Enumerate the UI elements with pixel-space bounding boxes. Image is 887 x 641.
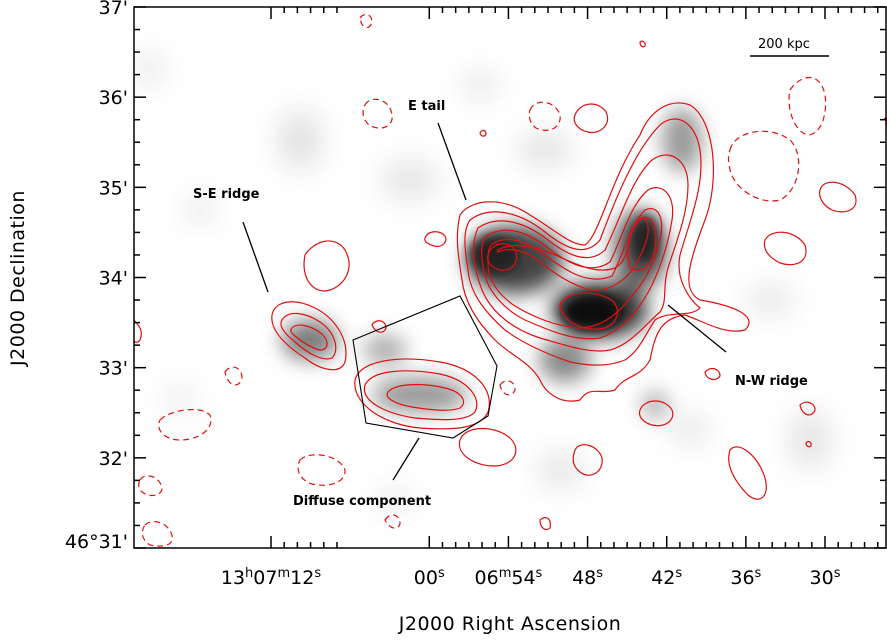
y-tick-label: 35' bbox=[99, 177, 128, 199]
contour-core-center bbox=[559, 292, 618, 330]
contour-core-et bbox=[487, 243, 518, 271]
y-tick-label: 37' bbox=[99, 0, 128, 19]
x-tick-label: 42s bbox=[651, 566, 682, 589]
contour-island-13 bbox=[805, 440, 812, 448]
y-axis-title: J2000 Declination bbox=[7, 190, 29, 367]
contour-overlay bbox=[134, 13, 887, 547]
contour-island-12 bbox=[639, 40, 646, 48]
x-tick-label: 36s bbox=[730, 566, 761, 589]
neg-contour-7 bbox=[297, 454, 346, 486]
neg-contour-11 bbox=[499, 380, 516, 396]
neg-contour-8 bbox=[138, 475, 163, 497]
scale-bar: 200 kpc bbox=[750, 37, 829, 57]
diffuse-component-region bbox=[352, 295, 498, 439]
neg-contour-5 bbox=[158, 408, 212, 441]
pointer-se-ridge bbox=[242, 221, 269, 293]
pointer-nw-ridge bbox=[667, 304, 727, 353]
contour-dc-2 bbox=[363, 370, 478, 421]
x-tick-label: 30s bbox=[810, 566, 841, 589]
contour-island-4 bbox=[638, 400, 674, 427]
annotation-diffuse-component: Diffuse component bbox=[293, 494, 431, 509]
contour-main-3 bbox=[473, 154, 689, 352]
contour-island-10 bbox=[539, 517, 551, 531]
contour-dc-3 bbox=[386, 383, 465, 411]
x-tick-label: 00s bbox=[414, 566, 445, 589]
neg-contour-2 bbox=[528, 101, 561, 131]
x-tick-label: 06m54s bbox=[475, 566, 543, 589]
x-axis-title: J2000 Right Ascension bbox=[398, 613, 622, 635]
annotation-e-tail: E tail bbox=[408, 99, 445, 114]
x-axis: 13h07m12s 00s 06m54s 48s 42s 36s 30s bbox=[221, 7, 879, 589]
contour-se-3 bbox=[290, 324, 328, 351]
contour-main-5 bbox=[487, 208, 663, 329]
contour-island-14 bbox=[479, 129, 487, 137]
x-tick-label: 48s bbox=[572, 566, 603, 589]
contour-island-5 bbox=[572, 444, 603, 476]
y-tick-label: 46°31' bbox=[65, 531, 128, 553]
contour-dc-4 bbox=[458, 427, 517, 467]
scale-bar-label: 200 kpc bbox=[758, 37, 810, 52]
contour-se-1 bbox=[271, 301, 347, 371]
contour-se-4 bbox=[303, 240, 350, 292]
y-tick-label: 36' bbox=[99, 87, 128, 109]
contour-island-6 bbox=[728, 446, 767, 500]
neg-contour-3 bbox=[727, 130, 800, 202]
contour-island-2 bbox=[819, 181, 857, 213]
neg-contour-10 bbox=[359, 13, 373, 29]
neg-contour-4 bbox=[788, 77, 827, 136]
y-tick-label: 32' bbox=[99, 448, 128, 470]
neg-contour-9 bbox=[141, 521, 173, 547]
contour-main-1 bbox=[456, 102, 750, 402]
neg-contour-12 bbox=[384, 514, 401, 529]
neg-contour-6 bbox=[224, 366, 243, 386]
contour-core-nw bbox=[627, 216, 657, 271]
contour-island-9 bbox=[799, 401, 816, 416]
neg-contour-1 bbox=[362, 98, 393, 129]
pointer-e-tail bbox=[437, 122, 467, 201]
y-axis: 46°31' 32' 33' 34' 35' 36' 37' bbox=[65, 0, 886, 553]
contour-dc-1 bbox=[354, 358, 490, 430]
grayscale-emission-map bbox=[134, 7, 887, 548]
contour-island-3 bbox=[763, 231, 807, 266]
annotation-nw-ridge: N-W ridge bbox=[735, 374, 808, 389]
y-tick-label: 34' bbox=[99, 268, 128, 290]
pointer-diffuse bbox=[392, 437, 420, 481]
contour-main-2 bbox=[464, 118, 702, 366]
y-tick-label: 33' bbox=[99, 358, 128, 380]
contour-se-2 bbox=[280, 312, 337, 360]
contour-island-7 bbox=[424, 231, 447, 247]
x-tick-label: 13h07m12s bbox=[221, 566, 321, 589]
contour-main-4 bbox=[481, 187, 674, 340]
contour-island-1 bbox=[573, 103, 609, 134]
contour-island-11 bbox=[704, 367, 721, 381]
annotation-se-ridge: S-E ridge bbox=[193, 187, 260, 202]
